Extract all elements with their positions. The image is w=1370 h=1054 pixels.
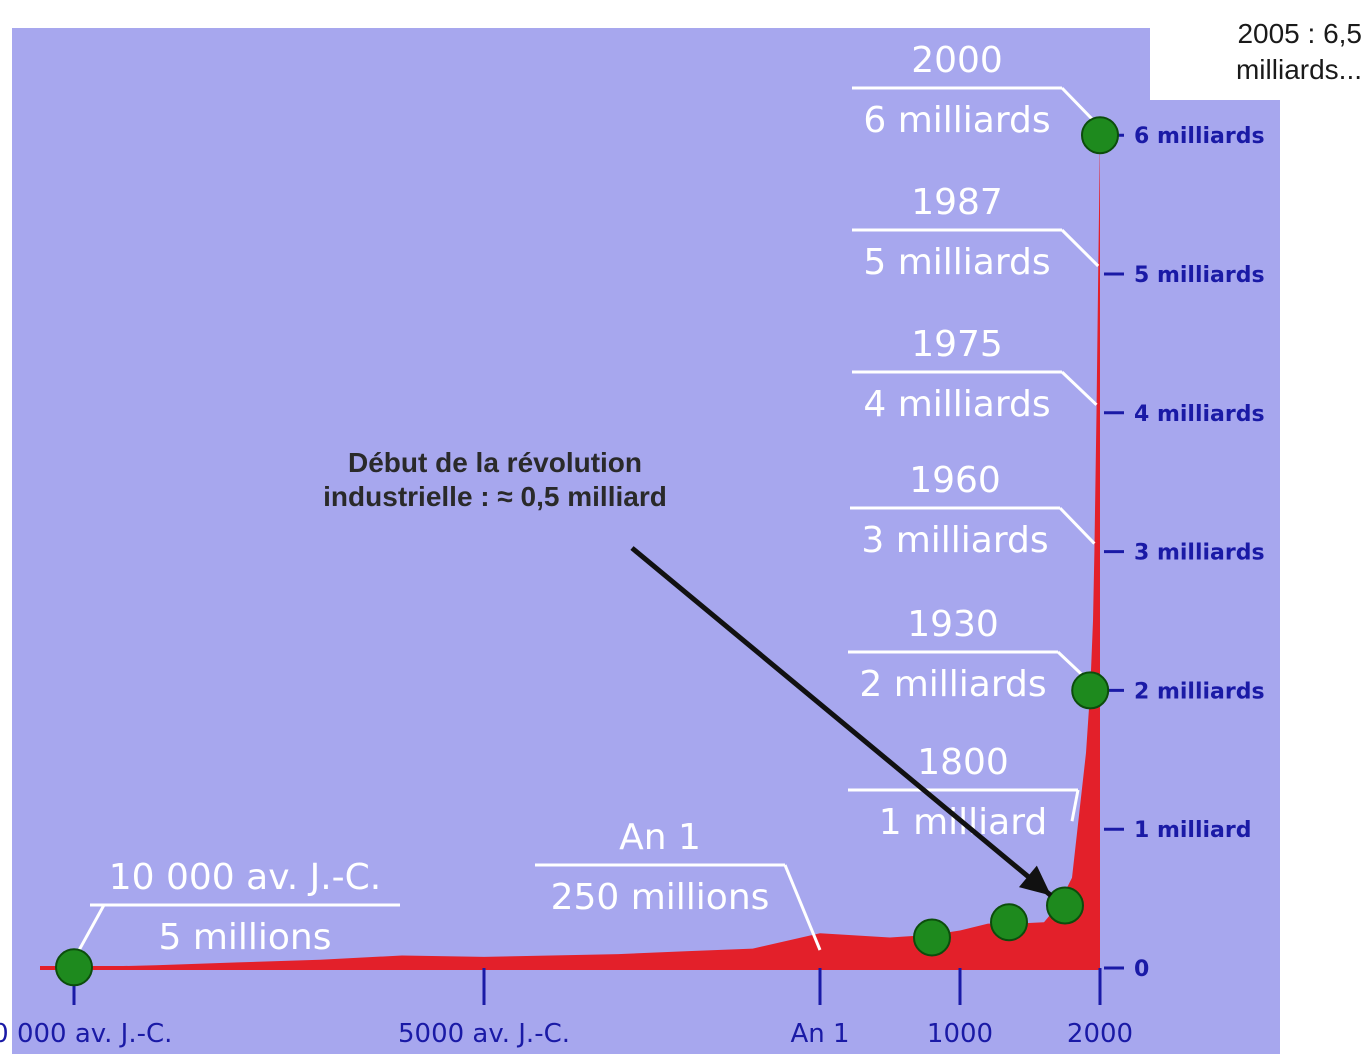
callout-year-2: 1800 [917, 742, 1009, 783]
note-line-1: 2005 : 6,5 [1237, 18, 1362, 49]
callout-leader-6 [1060, 228, 1100, 268]
callout-pop-1: 250 millions [551, 877, 770, 918]
callout-year-5: 1975 [911, 324, 1003, 365]
annotation-arrowhead [1018, 865, 1051, 896]
y-tick-label-5: 5 milliards [1134, 263, 1265, 288]
note-line-2: milliards... [1235, 54, 1362, 85]
callout-year-6: 1987 [911, 182, 1003, 223]
callout-leader-1 [783, 864, 822, 951]
callout-pop-3: 2 milliards [859, 664, 1046, 705]
y-tick-label-1: 1 milliard [1134, 818, 1252, 843]
callout-pop-4: 3 milliards [861, 520, 1048, 561]
x-tick-label-0: 10 000 av. J.-C. [0, 1019, 172, 1049]
annotation-line-0: Début de la révolution [348, 447, 642, 478]
callout-leader-2 [1070, 789, 1080, 822]
data-point-3 [1046, 886, 1084, 925]
x-tick-label-4: 2000 [1067, 1019, 1133, 1049]
annotation-arrow [630, 546, 1053, 898]
chart-panel [12, 28, 1280, 1054]
callout-year-1: An 1 [619, 817, 701, 858]
callout-pop-6: 5 milliards [863, 242, 1050, 283]
y-tick-label-0: 0 [1134, 957, 1149, 982]
callout-pop-0: 5 millions [158, 917, 331, 958]
x-tick-label-1: 5000 av. J.-C. [398, 1019, 570, 1049]
y-tick-label-6: 6 milliards [1134, 124, 1265, 149]
callout-pop-7: 6 milliards [863, 100, 1050, 141]
x-tick-label-3: 1000 [927, 1019, 993, 1049]
callout-year-0: 10 000 av. J.-C. [109, 857, 382, 898]
callout-pop-5: 4 milliards [863, 384, 1050, 425]
callout-year-4: 1960 [909, 460, 1001, 501]
note-2005: 2005 : 6,5 milliards... [1150, 0, 1370, 100]
callout-leader-4 [1058, 506, 1096, 545]
y-tick-label-4: 4 milliards [1134, 402, 1265, 427]
x-tick-label-2: An 1 [790, 1019, 849, 1049]
y-tick-label-2: 2 milliards [1134, 679, 1265, 704]
annotation-line-1: industrielle : ≈ 0,5 milliard [323, 481, 667, 512]
callout-leader-5 [1060, 370, 1098, 406]
data-point-1 [912, 918, 951, 957]
data-point-5 [1081, 116, 1119, 155]
callout-year-3: 1930 [907, 604, 999, 645]
data-point-4 [1071, 671, 1110, 710]
y-tick-label-3: 3 milliards [1134, 541, 1265, 566]
callout-year-7: 2000 [911, 40, 1003, 81]
data-point-0 [55, 948, 93, 987]
data-point-2 [990, 903, 1028, 942]
